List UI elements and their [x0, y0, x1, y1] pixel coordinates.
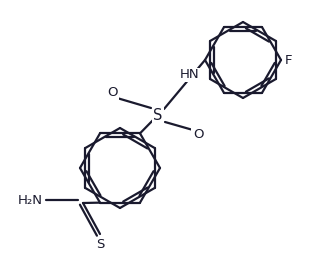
Text: O: O — [107, 87, 117, 100]
Text: O: O — [193, 129, 203, 141]
Text: H₂N: H₂N — [18, 194, 43, 207]
Text: S: S — [153, 107, 163, 122]
Text: S: S — [96, 237, 104, 250]
Text: F: F — [285, 54, 292, 67]
Text: HN: HN — [180, 69, 200, 82]
